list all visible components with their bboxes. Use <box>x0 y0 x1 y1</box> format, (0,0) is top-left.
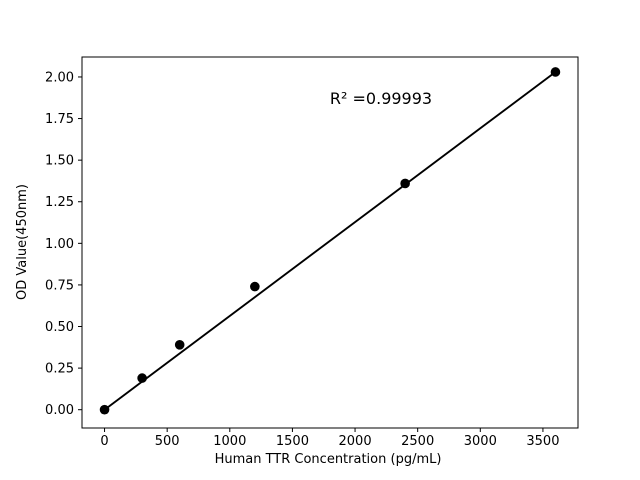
y-axis-ticks: 0.00 0.25 0.50 0.75 1.00 1.25 1.50 1.75 2.00 <box>45 70 82 418</box>
data-point <box>550 67 561 77</box>
y-tick-label: 0.00 <box>45 403 74 418</box>
x-tick-label: 0 <box>100 434 108 449</box>
x-tick-label: 3500 <box>526 434 559 449</box>
data-point <box>250 281 260 292</box>
y-tick-label: 1.25 <box>45 195 74 210</box>
x-tick-label: 2000 <box>339 434 372 449</box>
data-series <box>99 67 561 415</box>
data-point <box>99 404 110 415</box>
plot-area <box>81 56 579 429</box>
fit-line <box>103 71 557 411</box>
x-tick-label: 3000 <box>464 434 497 449</box>
x-tick-label: 500 <box>155 434 180 449</box>
x-tick-label: 1500 <box>276 434 309 449</box>
x-axis-ticks: 0 500 1000 1500 2000 2500 3000 3500 <box>100 428 559 449</box>
x-tick-label: 2500 <box>401 434 434 449</box>
data-point <box>400 178 410 189</box>
y-tick-label: 0.25 <box>45 362 74 377</box>
x-tick-label: 1000 <box>213 434 246 449</box>
y-axis-label: OD Value(450nm) <box>15 184 30 300</box>
x-axis-label: Human TTR Concentration (pg/mL) <box>215 452 442 467</box>
y-tick-label: 2.00 <box>45 70 74 85</box>
r-squared-annotation: R² =0.99993 <box>330 89 432 108</box>
y-tick-label: 0.75 <box>45 278 74 293</box>
y-tick-label: 1.50 <box>45 154 74 169</box>
y-tick-label: 1.00 <box>45 237 74 252</box>
y-tick-label: 1.75 <box>45 112 74 127</box>
data-point <box>137 373 147 383</box>
y-tick-label: 0.50 <box>45 320 74 335</box>
data-point <box>174 340 185 350</box>
